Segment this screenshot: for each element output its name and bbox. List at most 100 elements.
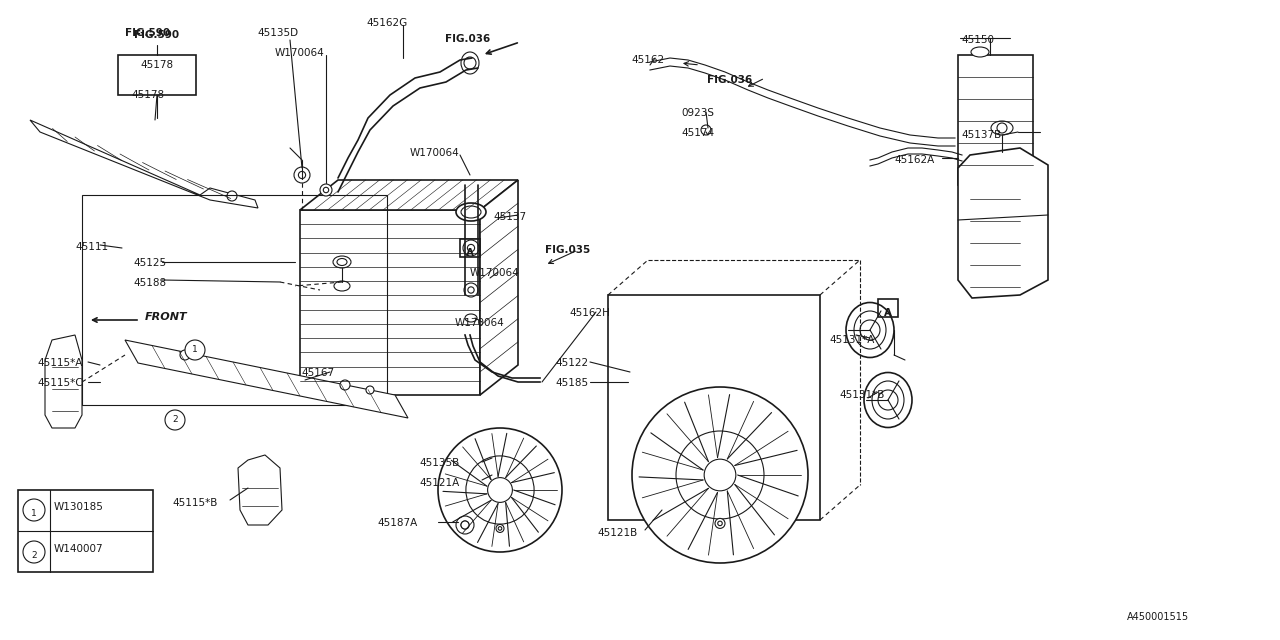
Text: A: A bbox=[884, 308, 892, 318]
Circle shape bbox=[165, 410, 186, 430]
Ellipse shape bbox=[864, 372, 911, 428]
Text: FIG.590: FIG.590 bbox=[134, 30, 179, 40]
Circle shape bbox=[716, 518, 724, 529]
Circle shape bbox=[186, 340, 205, 360]
Ellipse shape bbox=[461, 52, 479, 74]
Text: 45111: 45111 bbox=[76, 242, 109, 252]
Circle shape bbox=[860, 320, 881, 340]
Circle shape bbox=[461, 521, 468, 529]
Text: FRONT: FRONT bbox=[145, 312, 188, 322]
Ellipse shape bbox=[854, 311, 886, 349]
Text: 45185: 45185 bbox=[556, 378, 589, 388]
Text: 45131*B: 45131*B bbox=[840, 390, 884, 400]
Circle shape bbox=[298, 172, 306, 179]
Circle shape bbox=[294, 167, 310, 183]
Text: 45178: 45178 bbox=[132, 90, 165, 100]
Text: A: A bbox=[466, 248, 474, 258]
Bar bbox=[608, 295, 820, 520]
Text: 45135D: 45135D bbox=[257, 28, 298, 38]
Bar bbox=[957, 55, 1033, 185]
Circle shape bbox=[324, 188, 329, 193]
Ellipse shape bbox=[456, 203, 486, 221]
Circle shape bbox=[497, 524, 504, 532]
Text: 45167: 45167 bbox=[301, 368, 334, 378]
Text: W170064: W170064 bbox=[275, 48, 325, 58]
Text: FIG.590: FIG.590 bbox=[125, 28, 170, 38]
Text: 45122: 45122 bbox=[556, 358, 589, 368]
Ellipse shape bbox=[334, 281, 349, 291]
Text: 2: 2 bbox=[31, 552, 37, 561]
Bar bbox=[460, 239, 480, 257]
Polygon shape bbox=[238, 455, 282, 525]
Polygon shape bbox=[300, 180, 518, 210]
Circle shape bbox=[465, 57, 476, 69]
Circle shape bbox=[23, 541, 45, 563]
Circle shape bbox=[227, 191, 237, 201]
Polygon shape bbox=[45, 335, 82, 428]
Ellipse shape bbox=[461, 206, 481, 218]
Circle shape bbox=[340, 380, 349, 390]
Text: 45188: 45188 bbox=[133, 278, 166, 288]
Text: FIG.036: FIG.036 bbox=[445, 34, 490, 44]
Text: 45150: 45150 bbox=[961, 35, 995, 45]
Ellipse shape bbox=[846, 303, 893, 358]
Text: 45174: 45174 bbox=[681, 128, 714, 138]
Text: 45187A: 45187A bbox=[378, 518, 419, 528]
Circle shape bbox=[438, 428, 562, 552]
Ellipse shape bbox=[337, 259, 347, 266]
Circle shape bbox=[463, 240, 479, 256]
Ellipse shape bbox=[872, 381, 904, 419]
Text: 45137: 45137 bbox=[493, 212, 526, 222]
Circle shape bbox=[878, 390, 899, 410]
Polygon shape bbox=[957, 148, 1048, 298]
Circle shape bbox=[468, 287, 474, 293]
Text: 45162: 45162 bbox=[631, 55, 664, 65]
Text: 45131*A: 45131*A bbox=[829, 335, 874, 345]
Bar bbox=[300, 210, 480, 395]
Text: 45162A: 45162A bbox=[895, 155, 936, 165]
Text: W170064: W170064 bbox=[410, 148, 460, 158]
Text: 45162G: 45162G bbox=[366, 18, 407, 28]
Text: W170064: W170064 bbox=[470, 268, 520, 278]
Circle shape bbox=[23, 499, 45, 521]
Circle shape bbox=[498, 527, 502, 530]
Circle shape bbox=[180, 350, 189, 360]
Circle shape bbox=[456, 516, 474, 534]
Text: 1: 1 bbox=[31, 509, 37, 518]
Text: 45115*B: 45115*B bbox=[173, 498, 218, 508]
Circle shape bbox=[488, 477, 512, 502]
Circle shape bbox=[704, 459, 736, 491]
Text: W140007: W140007 bbox=[54, 544, 104, 554]
Text: 45178: 45178 bbox=[141, 60, 174, 70]
Circle shape bbox=[632, 387, 808, 563]
Text: 2: 2 bbox=[173, 415, 178, 424]
Text: 45121A: 45121A bbox=[420, 478, 460, 488]
Text: FIG.035: FIG.035 bbox=[545, 245, 590, 255]
Circle shape bbox=[467, 244, 475, 252]
Bar bbox=[82, 195, 387, 405]
Bar bbox=[878, 299, 899, 317]
Bar bbox=[118, 55, 196, 95]
Text: A450001515: A450001515 bbox=[1126, 612, 1189, 622]
Polygon shape bbox=[29, 120, 259, 208]
Text: 45135B: 45135B bbox=[420, 458, 460, 468]
Text: W170064: W170064 bbox=[456, 318, 504, 328]
Ellipse shape bbox=[991, 121, 1012, 135]
Circle shape bbox=[461, 521, 468, 529]
Text: 45125: 45125 bbox=[133, 258, 166, 268]
Ellipse shape bbox=[465, 314, 477, 322]
Ellipse shape bbox=[333, 256, 351, 268]
Circle shape bbox=[701, 125, 710, 135]
Text: 45162H: 45162H bbox=[570, 308, 611, 318]
Text: 45115*C: 45115*C bbox=[37, 378, 83, 388]
Polygon shape bbox=[480, 180, 518, 395]
Circle shape bbox=[320, 184, 332, 196]
Circle shape bbox=[718, 521, 722, 525]
Text: 45115*A: 45115*A bbox=[37, 358, 83, 368]
Circle shape bbox=[466, 456, 534, 524]
Text: 45137B: 45137B bbox=[961, 130, 1002, 140]
Circle shape bbox=[366, 386, 374, 394]
Text: 0923S: 0923S bbox=[681, 108, 714, 118]
Ellipse shape bbox=[972, 47, 989, 57]
Circle shape bbox=[465, 283, 477, 297]
